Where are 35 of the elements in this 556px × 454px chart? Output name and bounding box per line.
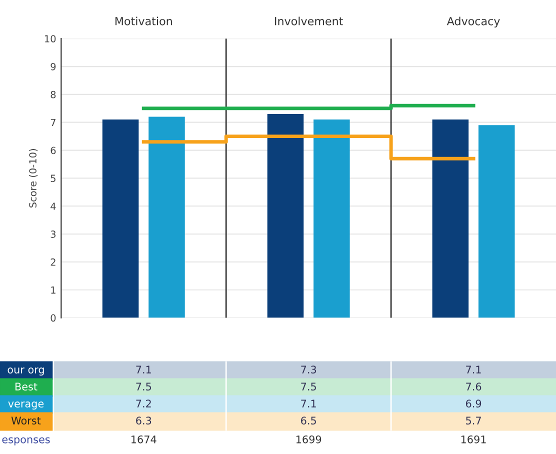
y-tick-label: 8 <box>50 90 56 98</box>
text: esponses <box>2 437 50 446</box>
data-label: 7.6 <box>466 382 482 391</box>
y-tick-label: 9 <box>50 62 56 70</box>
y-tick-label: 1 <box>51 286 56 294</box>
data-label: 6.5 <box>301 416 316 425</box>
text: 1674 <box>132 435 156 444</box>
y-tick-label: 10 <box>44 35 56 42</box>
y-tick-label: 3 <box>50 230 56 238</box>
text: Worst <box>11 416 41 425</box>
data-label: 7.2 <box>136 400 151 408</box>
data-label: 7.5 <box>136 382 152 391</box>
y-tick-label: 5 <box>50 174 56 182</box>
text: our org <box>8 368 44 376</box>
data-label: 7.1 <box>301 400 316 408</box>
y-tick-label: 4 <box>50 202 56 210</box>
data-label: 7.1 <box>136 366 151 374</box>
text: Best <box>15 382 38 391</box>
y-tick-label: 0 <box>50 314 56 322</box>
text: 1699 <box>296 435 322 444</box>
data-label: 7.1 <box>466 366 481 374</box>
x-tick-label: Involvement <box>275 16 343 26</box>
x-tick-label: Advocacy <box>446 16 500 28</box>
y-tick-label: 2 <box>50 258 56 266</box>
data-label: 7.5 <box>301 382 316 391</box>
y-tick-label: 6 <box>50 146 56 154</box>
data-label: 5.7 <box>466 416 481 425</box>
data-label: 6.3 <box>136 416 152 425</box>
text: 1691 <box>461 435 486 444</box>
data-label: 6.9 <box>466 400 482 408</box>
y-tick-label: 7 <box>50 118 56 126</box>
data-label: 7.3 <box>301 366 316 374</box>
y-axis-title: Score (0-10) <box>28 149 38 208</box>
text: verage <box>8 402 44 410</box>
x-tick-label: Motivation <box>115 16 172 26</box>
